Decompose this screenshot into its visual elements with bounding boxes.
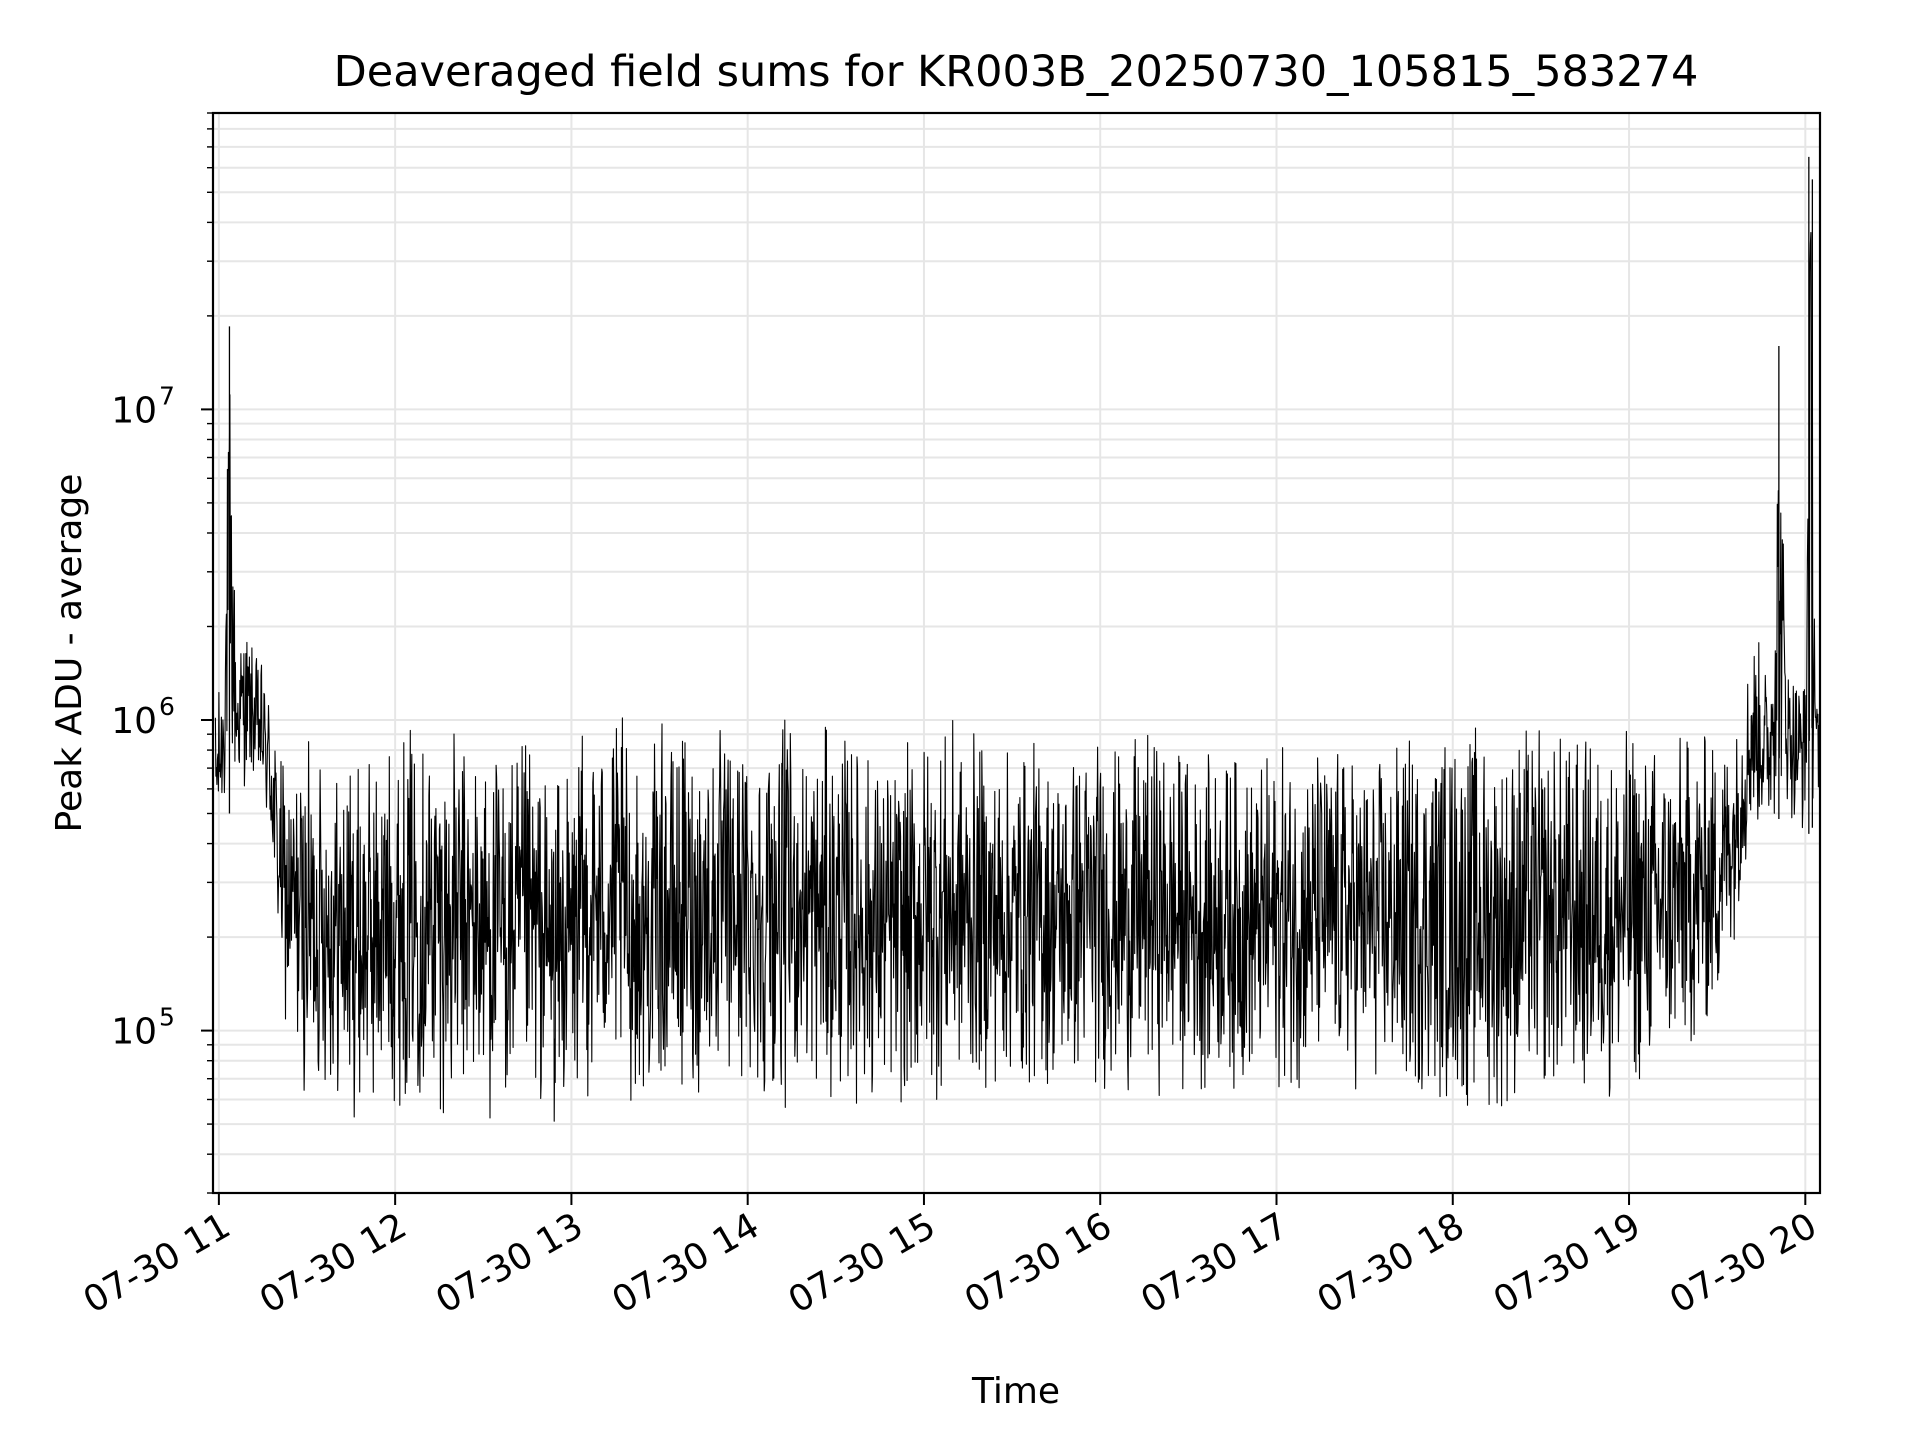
series-line — [214, 231, 1820, 1122]
y-tick-label-exponent: 7 — [159, 381, 175, 410]
y-tick-label: 10 — [111, 1012, 157, 1053]
axis-ticks — [201, 112, 1807, 1205]
y-tick-label-exponent: 6 — [159, 692, 175, 721]
y-tick-label: 10 — [111, 390, 157, 431]
series-group — [214, 156, 1820, 1122]
y-tick-label-exponent: 5 — [159, 1003, 175, 1032]
x-axis-label: Time — [971, 1371, 1060, 1412]
plot-frame — [211, 111, 1822, 1195]
y-axis-label: Peak ADU - average — [49, 474, 90, 833]
chart-title: Deaveraged field sums for KR003B_2025073… — [334, 47, 1699, 97]
y-tick-label: 10 — [111, 701, 157, 742]
